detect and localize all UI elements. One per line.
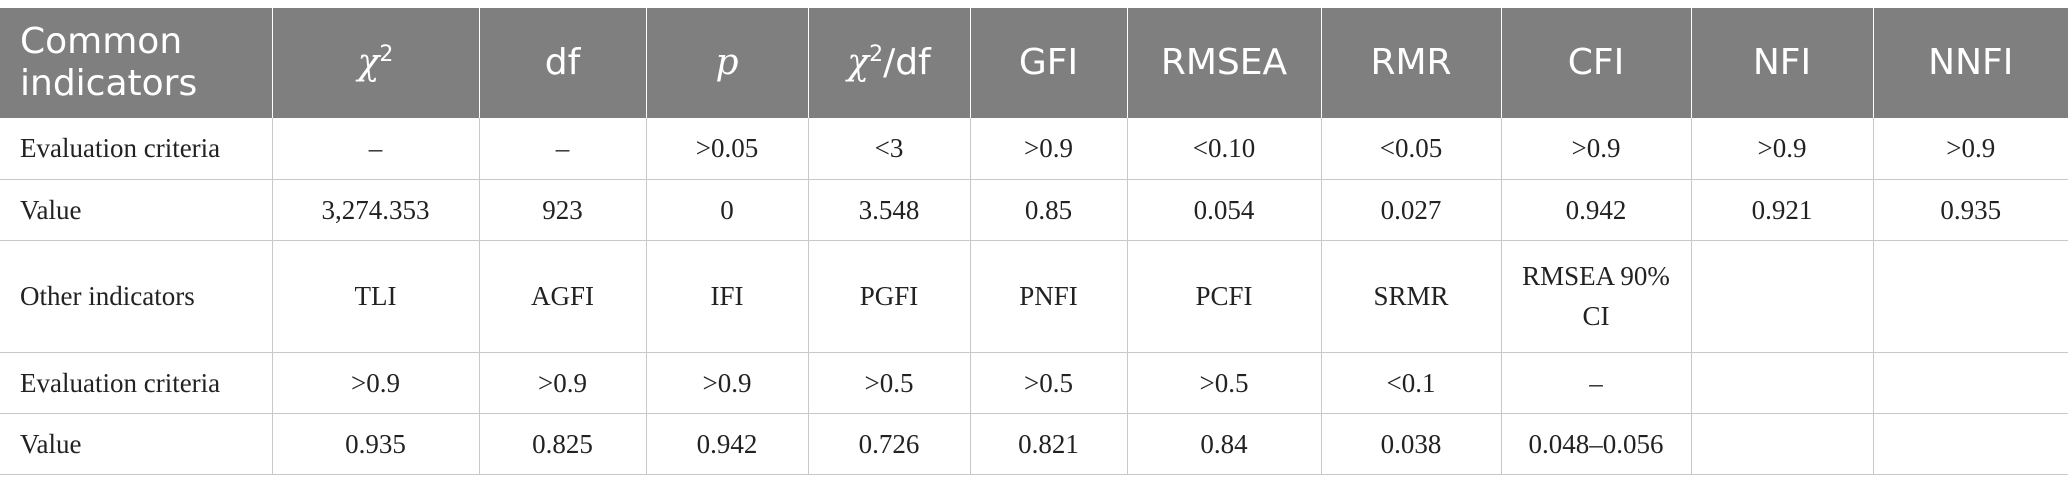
table-cell: 0.935: [1873, 179, 2068, 241]
table-cell: TLI: [272, 240, 480, 353]
header-chi-square: χ2: [272, 8, 480, 118]
table-cell: –: [1501, 352, 1692, 414]
table-cell: >0.5: [970, 352, 1128, 414]
table-cell: 3.548: [808, 179, 971, 241]
table-cell: –: [479, 118, 647, 180]
header-rmr: RMR: [1321, 8, 1502, 118]
fit-indices-table-container: Common indicators χ2 df p χ2/df GFI RMSE…: [0, 8, 2068, 475]
table-cell: 0.726: [808, 413, 971, 475]
table-cell: AGFI: [479, 240, 647, 353]
table-cell: SRMR: [1321, 240, 1502, 353]
table-cell: [1873, 352, 2068, 414]
table-cell: 0.054: [1127, 179, 1322, 241]
chi-df-superscript: 2: [869, 42, 884, 67]
table-cell: IFI: [646, 240, 809, 353]
table-cell: >0.9: [479, 352, 647, 414]
row-label: Value: [0, 179, 273, 241]
table-cell: >0.9: [1501, 118, 1692, 180]
table-row: Evaluation criteria >0.9 >0.9 >0.9 >0.5 >0.5 >…: [0, 352, 2068, 414]
table-cell: [1873, 413, 2068, 475]
table-cell: <0.05: [1321, 118, 1502, 180]
header-cfi: CFI: [1501, 8, 1692, 118]
row-label: Evaluation criteria: [0, 352, 273, 414]
table-cell: >0.9: [272, 352, 480, 414]
table-row: Evaluation criteria – – >0.05 <3 >0.9 <0.10 <0.…: [0, 118, 2068, 180]
table-cell: >0.05: [646, 118, 809, 180]
table-cell: PNFI: [970, 240, 1128, 353]
table-cell: >0.9: [646, 352, 809, 414]
table-cell: 0: [646, 179, 809, 241]
table-cell: >0.9: [1873, 118, 2068, 180]
table-cell: RMSEA 90% CI: [1501, 240, 1692, 353]
table-cell: >0.5: [808, 352, 971, 414]
table-cell: 3,274.353: [272, 179, 480, 241]
chi-df-symbol: χ: [847, 42, 870, 83]
table-cell: <3: [808, 118, 971, 180]
header-nnfi: NNFI: [1873, 8, 2068, 118]
fit-indices-table: Common indicators χ2 df p χ2/df GFI RMSE…: [0, 8, 2068, 475]
table-body: Evaluation criteria – – >0.05 <3 >0.9 <0.10 <0.…: [0, 118, 2068, 475]
table-cell: 0.935: [272, 413, 480, 475]
chi-superscript: 2: [379, 42, 394, 67]
table-cell: 0.84: [1127, 413, 1322, 475]
table-cell: [1873, 240, 2068, 353]
table-cell: 0.942: [1501, 179, 1692, 241]
table-row: Value 0.935 0.825 0.942 0.726 0.821 0.84 0.038 0…: [0, 413, 2068, 475]
chi-df-suffix: /df: [883, 42, 931, 83]
table-cell: >0.5: [1127, 352, 1322, 414]
table-cell: –: [272, 118, 480, 180]
table-cell: 0.825: [479, 413, 647, 475]
table-cell: 0.921: [1691, 179, 1874, 241]
table-row: Value 3,274.353 923 0 3.548 0.85 0.054 0.027 0.9…: [0, 179, 2068, 241]
row-label: Value: [0, 413, 273, 475]
table-cell: PCFI: [1127, 240, 1322, 353]
table-row: Other indicators TLI AGFI IFI PGFI PNFI PCFI SR…: [0, 240, 2068, 353]
p-symbol: p: [715, 42, 739, 83]
header-chi-square-df: χ2/df: [808, 8, 971, 118]
header-gfi: GFI: [970, 8, 1128, 118]
table-cell: <0.10: [1127, 118, 1322, 180]
chi-symbol: χ: [357, 42, 380, 83]
row-label: Other indicators: [0, 240, 273, 353]
table-cell: PGFI: [808, 240, 971, 353]
table-cell: 0.048–0.056: [1501, 413, 1692, 475]
table-cell: 0.821: [970, 413, 1128, 475]
header-rmsea: RMSEA: [1127, 8, 1322, 118]
table-cell: [1691, 240, 1874, 353]
row-label: Evaluation criteria: [0, 118, 273, 180]
table-cell: <0.1: [1321, 352, 1502, 414]
table-cell: [1691, 413, 1874, 475]
header-row: Common indicators χ2 df p χ2/df GFI RMSE…: [0, 8, 2068, 118]
table-cell: >0.9: [1691, 118, 1874, 180]
header-df: df: [479, 8, 647, 118]
table-cell: 0.038: [1321, 413, 1502, 475]
table-cell: 0.85: [970, 179, 1128, 241]
header-common-indicators: Common indicators: [0, 8, 273, 118]
table-cell: >0.9: [970, 118, 1128, 180]
table-cell: 0.027: [1321, 179, 1502, 241]
table-cell: [1691, 352, 1874, 414]
table-cell: 923: [479, 179, 647, 241]
table-cell: 0.942: [646, 413, 809, 475]
header-nfi: NFI: [1691, 8, 1874, 118]
header-p: p: [646, 8, 809, 118]
